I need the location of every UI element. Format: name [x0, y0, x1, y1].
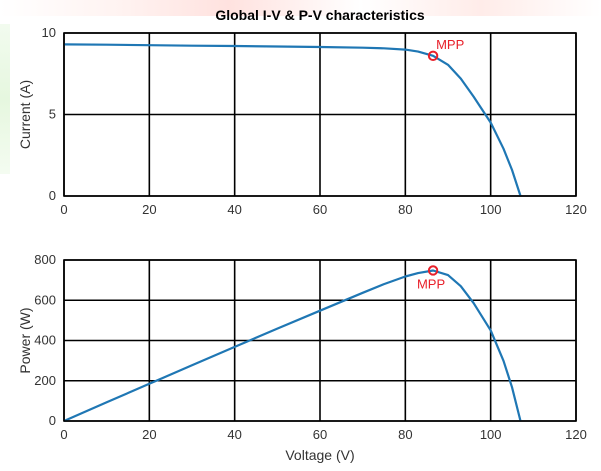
- y-tick-label: 0: [49, 188, 56, 203]
- x-tick-label: 80: [398, 202, 412, 217]
- pv-plot: 0 20 40 60 80 100 120 0 200 400 600 800 Power (W) Vol…: [17, 252, 587, 463]
- series-line: [63, 269, 522, 423]
- y-tick-label: 200: [34, 373, 56, 388]
- mpp-marker: [427, 265, 439, 276]
- plot-border: [63, 259, 577, 422]
- x-axis-label: Voltage (V): [285, 447, 354, 463]
- x-tick-label: 0: [60, 202, 67, 217]
- y-tick-label: 400: [34, 333, 56, 348]
- y-tick-label: 600: [34, 292, 56, 307]
- series-line: [63, 43, 522, 197]
- y-axis-label: Power (W): [17, 307, 33, 373]
- x-tick-label: 120: [565, 202, 587, 217]
- x-tick-label: 20: [142, 202, 156, 217]
- x-tick-label: 60: [313, 202, 327, 217]
- iv-plot: 0 20 40 60 80 100 120 0 5 10 Current (A) MPP: [17, 25, 587, 217]
- background-side-strip: [0, 24, 10, 174]
- x-tick-label: 100: [480, 427, 502, 442]
- x-tick-label: 100: [480, 202, 502, 217]
- x-tick-label: 20: [142, 427, 156, 442]
- x-tick-label: 0: [60, 427, 67, 442]
- x-tick-label: 80: [398, 427, 412, 442]
- background-strip: [0, 0, 601, 16]
- y-tick-label: 0: [49, 413, 56, 428]
- x-tick-label: 60: [313, 427, 327, 442]
- y-axis-label: Current (A): [17, 80, 33, 149]
- x-tick-label: 120: [565, 427, 587, 442]
- mpp-marker: [427, 50, 439, 62]
- y-tick-label: 5: [49, 107, 56, 122]
- y-tick-label: 800: [34, 252, 56, 267]
- figure-title: Global I-V & P-V characteristics: [215, 7, 425, 23]
- x-tick-label: 40: [227, 427, 241, 442]
- plot-border: [63, 32, 577, 197]
- x-tick-label: 40: [227, 202, 241, 217]
- mpp-label: MPP: [436, 37, 464, 52]
- y-tick-label: 10: [42, 25, 56, 40]
- mpp-label: MPP: [417, 276, 445, 291]
